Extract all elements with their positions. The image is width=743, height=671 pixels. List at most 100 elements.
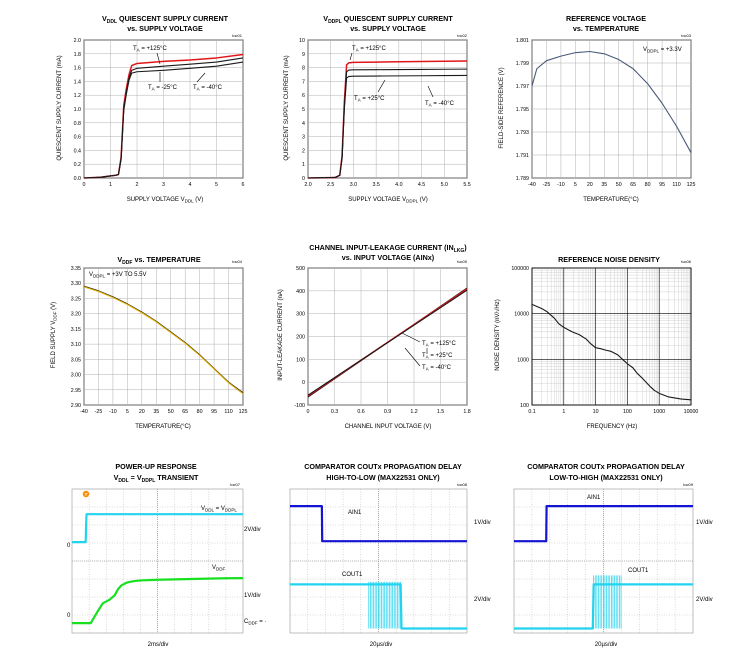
figure-tag: toc09 [683,482,694,487]
x-tick-label: 95 [211,409,217,415]
y-tick-label: 100000 [511,266,529,272]
annotation-label: VDDPL = +3.3V [643,47,682,54]
plot-frame [531,267,692,406]
y-tick-label: 2 [302,148,305,154]
x-tick-label: 2 [136,182,139,188]
x-axis-label: TEMPERATURE(°C) [135,424,191,430]
trace-label: COUT1 [342,572,363,578]
series-line-3 [307,74,468,179]
y-tick-label: 4 [302,121,305,127]
y-tick-label: 3 [302,135,305,141]
y-tick-label: 100 [296,357,305,363]
series-line-2 [72,577,244,625]
chart-panel-6: REFERENCE NOISE DENSITY toc06 FREQUENCY … [494,255,698,430]
x-tick-label: -40 [80,409,88,415]
x-axis-label: SUPPLY VOLTAGE VDDPL (V) [348,197,428,204]
y-axis-label: QUIESCENT SUPPLY CURRENT (mA) [57,55,63,160]
y-axis-label: QUIESCENT SUPPLY CURRENT (mA) [284,55,290,160]
x-tick-label: 1.2 [410,409,417,415]
y-tick-label: 1.795 [516,107,529,113]
annotation-arrow [404,347,421,367]
x-tick-label: 2.5 [327,182,334,188]
y-tick-label: 3.00 [71,373,81,379]
series-line-1 [531,303,692,401]
annotation-arrow [196,72,206,83]
y-tick-label: 2.90 [71,403,81,409]
y-tick-label: 1000 [517,357,529,363]
y-tick-label: 2.0 [74,38,81,44]
y-tick-label: 300 [296,312,305,318]
y-tick-label: 1.801 [516,38,529,44]
chart-subtitle: HIGH-TO-LOW (MAX22531 ONLY) [326,473,440,482]
chart-subtitle: vs. SUPPLY VOLTAGE [350,24,426,33]
trace-label: AIN1 [587,495,601,501]
x-tick-label: -25 [95,409,103,415]
scale-label: 2V/div [244,527,261,533]
trace-label: VDDL = VDDPL [201,506,237,513]
y-tick-label: 3.15 [71,327,81,333]
scope-panel-9: COMPARATOR COUTx PROPAGATION DELAY LOW-T… [513,462,713,648]
y-tick-label: 200 [296,335,305,341]
x-tick-label: 125 [687,182,696,188]
plot-area-9 [513,488,694,634]
y-tick-label: 6 [302,93,305,99]
chart-panel-3: REFERENCE VOLTAGE vs. TEMPERATURE toc03 … [499,14,695,203]
x-tick-label: 4.0 [395,182,402,188]
annotation-group: TA = +125°C TA = +25°C TA = -40°C [349,46,455,108]
x-tick-label: 110 [224,409,232,415]
y-tick-label: 1.8 [74,52,81,58]
plot-area-6: 0.1 1 10 100 1000 10000 100 1000 10000 100000 [511,266,698,415]
plot-area-4: -40 -25 -10 5 20 35 50 65 80 95 110 125 2.90 2.95 3.00… [71,266,248,415]
y-tick-label: 3.25 [71,296,81,302]
trace-label: COUT1 [628,568,649,574]
y-tick-label: 3.05 [71,357,81,363]
x-tick-label: 80 [645,182,651,188]
y-tick-label: 1.791 [516,153,529,159]
annotation-label: TA = -40°C [193,85,223,92]
y-axis-label: NOISE DENSITY (nV/√Hz) [494,299,501,371]
y-tick-label: 1.4 [74,79,81,85]
chart-title: VDDPL QUIESCENT SUPPLY CURRENT [323,14,453,25]
trace-label: AIN1 [348,510,362,516]
annotation-label: TA = +25°C [354,96,385,103]
x-tick-label: 0.3 [331,409,338,415]
y-tick-label: 7 [302,79,305,85]
timebase-label: 2ms/div [148,642,169,648]
trace-label: VDDF [212,565,226,572]
annotation-label: TA = -40°C [422,365,452,372]
x-axis-label: SUPPLY VOLTAGE VDDL (V) [127,197,204,204]
scope-panel-8: COMPARATOR COUTx PROPAGATION DELAY HIGH-… [289,462,491,648]
x-tick-label: 5.0 [441,182,448,188]
x-axis-label: FREQUENCY (Hz) [587,424,638,430]
y-tick-label: 8 [302,66,305,72]
y-axis-label: FIELD SUPPLY VDDF (V) [51,302,58,368]
y-tick-label: 10000 [514,312,529,318]
y-tick-label: 0.0 [74,176,81,182]
x-tick-label: 1.8 [463,409,470,415]
y-tick-label: -100 [294,403,305,409]
x-tick-label: 100 [623,409,632,415]
y-tick-label: 9 [302,52,305,58]
plot-area-7 [71,488,244,634]
x-tick-label: 1.5 [437,409,444,415]
y-axis-label: FIELD-SIDE REFERENCE (V) [499,67,505,148]
series-line-2 [83,286,244,395]
figure-tag: toc04 [232,259,243,264]
scale-label: 2V/div [696,597,713,603]
x-axis-label: TEMPERATURE(°C) [583,197,639,203]
y-tick-label: 10 [299,38,305,44]
chart-title: VDDF vs. TEMPERATURE [117,255,200,266]
x-axis-label: CHANNEL INPUT VOLTAGE (V) [345,424,432,430]
chart-subtitle: vs. INPUT VOLTAGE (AINx) [342,253,435,262]
x-tick-label: -10 [109,409,117,415]
figure-tag: toc07 [230,482,241,487]
series-line-3 [83,61,244,179]
x-tick-label: -10 [557,182,565,188]
x-tick-label: 35 [153,409,159,415]
ground-marker: 0 [67,543,71,549]
figure-tag: toc08 [457,482,468,487]
x-tick-label: 0 [83,182,86,188]
y-tick-label: 0.6 [74,135,81,141]
x-tick-label: 50 [616,182,622,188]
